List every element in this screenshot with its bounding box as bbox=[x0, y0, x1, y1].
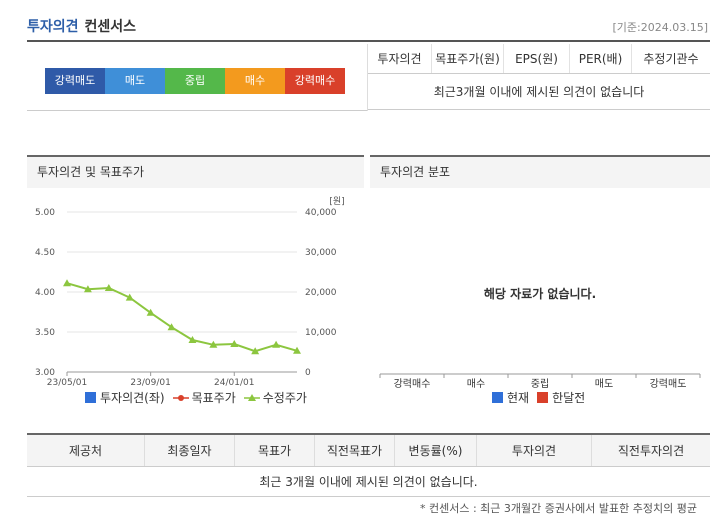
y-right-tick-3: 10,000 bbox=[305, 328, 337, 338]
col-per: PER(배) bbox=[570, 44, 632, 73]
col-prev-target: 직전목표가 bbox=[315, 435, 395, 466]
scale-neutral: 중립 bbox=[165, 68, 225, 94]
y-left-tick-2: 4.00 bbox=[35, 288, 55, 298]
y-left-tick-0: 5.00 bbox=[35, 208, 55, 218]
col-opinion: 투자의견 bbox=[368, 44, 432, 73]
legend-current-swatch bbox=[492, 392, 503, 403]
opinion-target-price-panel: 투자의견 및 목표주가 5.00 40,000 4.50 30,000 4.00 20,0… bbox=[27, 155, 364, 410]
title-text: 투자의견 bbox=[27, 19, 79, 35]
legend-month-ago-label: 한달전 bbox=[552, 391, 586, 405]
dist-label-strong-buy: 강력매수 bbox=[394, 378, 431, 390]
series-point-5 bbox=[167, 323, 176, 331]
consensus-table: 투자의견 목표주가(원) EPS(원) PER(배) 추정기관수 최근3개월 이… bbox=[367, 44, 710, 111]
x-tick-2: 24/01/01 bbox=[214, 378, 254, 388]
x-tick-1: 23/09/01 bbox=[130, 378, 170, 388]
y-right-tick-4: 0 bbox=[305, 368, 311, 378]
col-provider: 제공처 bbox=[27, 435, 145, 466]
scale-buy: 매수 bbox=[225, 68, 285, 94]
opinion-scale: 강력매도 매도 중립 매수 강력매수 bbox=[45, 68, 345, 94]
legend-adjusted-label: 수정주가 bbox=[262, 391, 307, 405]
dist-label-neutral: 중립 bbox=[531, 377, 549, 390]
dist-label-strong-sell: 강력매도 bbox=[650, 378, 687, 390]
col-target: 목표가 bbox=[235, 435, 315, 466]
series-point-10 bbox=[272, 340, 281, 348]
series-point-2 bbox=[104, 284, 113, 291]
col-change-rate: 변동률(%) bbox=[395, 435, 477, 466]
series-point-3 bbox=[125, 293, 134, 301]
series-point-7 bbox=[209, 340, 218, 348]
opinion-scale-box: 강력매도 매도 중립 매수 강력매수 bbox=[27, 44, 367, 111]
legend-opinion-swatch bbox=[85, 392, 96, 403]
section-header: 투자의견 컨센서스 [기준:2024.03.15] bbox=[27, 14, 710, 42]
y-right-tick-0: 40,000 bbox=[305, 208, 337, 218]
legend-opinion-label: 투자의견(좌) bbox=[100, 391, 165, 405]
y-left-tick-1: 4.50 bbox=[35, 248, 55, 258]
legend-month-ago[interactable]: 한달전 bbox=[537, 389, 585, 406]
series-point-11 bbox=[293, 346, 301, 354]
dist-label-sell: 매도 bbox=[595, 378, 613, 390]
distribution-axis: 강력매수 매수 중립 매도 강력매도 bbox=[379, 373, 701, 390]
right-legend: 현재 한달전 bbox=[492, 389, 593, 406]
consensus-table-header: 투자의견 목표주가(원) EPS(원) PER(배) 추정기관수 bbox=[368, 44, 710, 74]
legend-target-swatch bbox=[172, 394, 189, 401]
y-right-tick-1: 30,000 bbox=[305, 248, 337, 258]
legend-opinion[interactable]: 투자의견(좌) bbox=[85, 389, 165, 406]
series-point-1 bbox=[83, 285, 92, 293]
broker-table-empty-message: 최근 3개월 이내에 제시된 의견이 없습니다. bbox=[27, 467, 710, 497]
series-point-8 bbox=[230, 340, 239, 347]
section-title: 투자의견 컨센서스 bbox=[27, 16, 136, 36]
col-prev-opinion: 직전투자의견 bbox=[617, 444, 685, 458]
dist-label-buy: 매수 bbox=[467, 378, 485, 390]
legend-adjusted-swatch bbox=[243, 393, 260, 401]
scale-strong-sell: 강력매도 bbox=[45, 68, 105, 94]
broker-table-header: 제공처 최종일자 목표가 직전목표가 변동률(%) 투자의견 직전투자의견 bbox=[27, 433, 710, 467]
series-point-6 bbox=[188, 336, 197, 343]
price-chart: 5.00 40,000 4.50 30,000 4.00 20,000 3.50 10,000… bbox=[35, 196, 345, 388]
series-point-0 bbox=[63, 279, 71, 287]
subtitle-text: 컨센서스 bbox=[84, 19, 137, 35]
col-last-date: 최종일자 bbox=[145, 435, 235, 466]
left-panel-title: 투자의견 및 목표주가 bbox=[27, 155, 364, 188]
right-panel-title: 투자의견 분포 bbox=[370, 155, 710, 188]
broker-opinion-table: 제공처 최종일자 목표가 직전목표가 변동률(%) 투자의견 직전투자의견 최근… bbox=[27, 433, 710, 497]
col-target-price: 목표주가(원) bbox=[432, 44, 504, 73]
base-date: [기준:2024.03.15] bbox=[612, 21, 708, 34]
opinion-distribution-panel: 투자의견 분포 해당 자료가 없습니다. 강력매수 매수 중립 매도 강력매도 … bbox=[370, 155, 710, 410]
series-point-4 bbox=[146, 308, 155, 316]
legend-adjusted-price[interactable]: 수정주가 bbox=[243, 389, 307, 406]
series-line-adjusted-price bbox=[66, 282, 298, 353]
x-tick-0: 23/05/01 bbox=[47, 378, 87, 388]
y-right-tick-2: 20,000 bbox=[305, 288, 337, 298]
col-opinion: 투자의견 bbox=[477, 435, 592, 466]
scale-strong-buy: 강력매수 bbox=[285, 68, 345, 94]
series-point-9 bbox=[251, 347, 260, 355]
legend-current[interactable]: 현재 bbox=[492, 389, 529, 406]
legend-target-price[interactable]: 목표주가 bbox=[172, 389, 236, 406]
left-legend: 투자의견(좌) 목표주가 수정주가 bbox=[85, 389, 315, 406]
consensus-empty-message: 최근3개월 이내에 제시된 의견이 없습니다 bbox=[368, 74, 710, 110]
legend-target-label: 목표주가 bbox=[191, 391, 236, 405]
legend-current-label: 현재 bbox=[507, 391, 530, 405]
col-institutions: 추정기관수 bbox=[643, 52, 699, 66]
footnote: * 컨센서스 : 최근 3개월간 증권사에서 발표한 추정치의 평균 bbox=[420, 502, 697, 515]
y-left-tick-3: 3.50 bbox=[35, 328, 55, 338]
y-right-unit: [원] bbox=[329, 196, 344, 207]
col-eps: EPS(원) bbox=[504, 44, 570, 73]
y-left-tick-4: 3.00 bbox=[35, 368, 55, 378]
scale-sell: 매도 bbox=[105, 68, 165, 94]
distribution-empty-message: 해당 자료가 없습니다. bbox=[483, 287, 597, 301]
legend-month-ago-swatch bbox=[537, 392, 549, 403]
